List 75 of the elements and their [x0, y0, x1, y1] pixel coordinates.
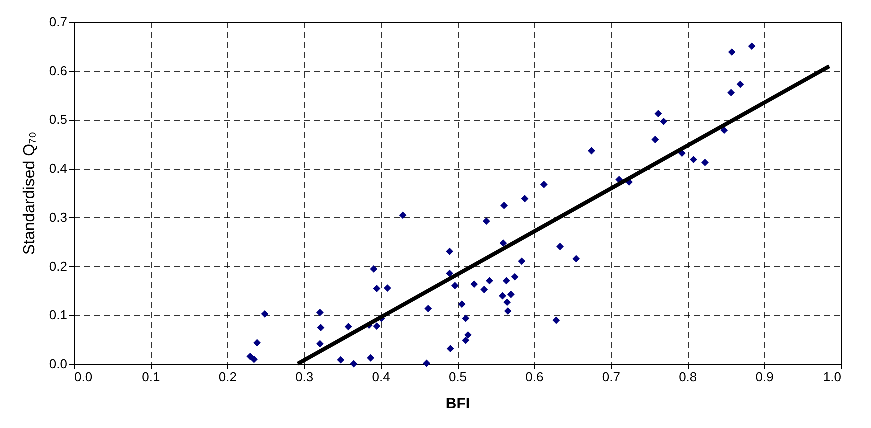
x-tick-label: 0.7 — [602, 370, 620, 384]
point — [316, 340, 324, 348]
point — [464, 331, 472, 339]
point — [317, 324, 325, 332]
point — [367, 354, 375, 362]
point — [507, 290, 515, 298]
point — [254, 339, 262, 347]
point — [654, 110, 662, 118]
y-tick-label: 0.6 — [49, 63, 68, 78]
point — [423, 360, 431, 368]
x-tick-label: 0.9 — [756, 370, 774, 384]
point — [462, 336, 470, 344]
point — [504, 298, 512, 306]
x-tick-label: 0.2 — [218, 370, 237, 384]
y-axis-title: Standardised Q₇₀ — [21, 132, 38, 256]
point — [500, 240, 508, 248]
point — [499, 292, 506, 300]
y-tick-label: 0.4 — [49, 161, 68, 176]
y-tick-label: 0.1 — [49, 308, 68, 323]
point — [660, 118, 668, 126]
point — [316, 308, 324, 316]
point — [399, 212, 407, 220]
point — [720, 126, 728, 134]
y-tick-label: 0.0 — [49, 356, 68, 372]
point — [521, 195, 529, 203]
point — [424, 305, 432, 312]
point — [486, 277, 494, 285]
point — [502, 277, 510, 285]
point — [370, 266, 378, 273]
point — [462, 314, 470, 322]
point — [480, 286, 488, 294]
point — [337, 356, 345, 364]
point — [261, 310, 269, 318]
x-tick-label: 0.5 — [448, 370, 468, 384]
point — [384, 284, 392, 292]
point — [373, 285, 381, 292]
point — [736, 80, 744, 88]
point — [518, 258, 526, 266]
point — [458, 300, 466, 308]
x-tick-label: 1.0 — [823, 370, 842, 384]
point — [511, 273, 519, 281]
x-tick-label: 0.6 — [526, 370, 544, 384]
y-tick-label: 0.3 — [49, 210, 68, 225]
point — [482, 218, 490, 226]
x-tick-label: 0.0 — [74, 370, 93, 384]
point — [446, 345, 454, 353]
point — [350, 360, 358, 368]
x-tick-label: 0.8 — [679, 370, 698, 384]
point — [451, 282, 459, 290]
point — [690, 156, 698, 164]
y-tick-label: 0.5 — [49, 112, 68, 128]
point — [250, 356, 258, 364]
point — [702, 159, 709, 166]
point — [446, 248, 454, 256]
point — [552, 316, 560, 324]
point — [344, 323, 352, 331]
x-tick-label: 0.4 — [372, 370, 390, 384]
point — [572, 255, 580, 263]
point — [588, 147, 596, 155]
y-tick-label: 0.2 — [49, 258, 68, 274]
x-tick-label: 0.3 — [296, 370, 314, 384]
point — [556, 243, 564, 250]
point — [470, 280, 478, 288]
point — [446, 270, 454, 278]
point — [373, 322, 381, 330]
x-tick-label: 0.1 — [142, 370, 160, 384]
point — [728, 89, 736, 97]
y-tick-label: 0.7 — [49, 14, 68, 30]
point — [652, 136, 660, 144]
point — [504, 308, 512, 315]
point — [748, 42, 756, 50]
point — [500, 202, 508, 210]
point — [540, 180, 548, 188]
point — [728, 48, 736, 56]
x-axis-title: BFI — [446, 396, 470, 412]
